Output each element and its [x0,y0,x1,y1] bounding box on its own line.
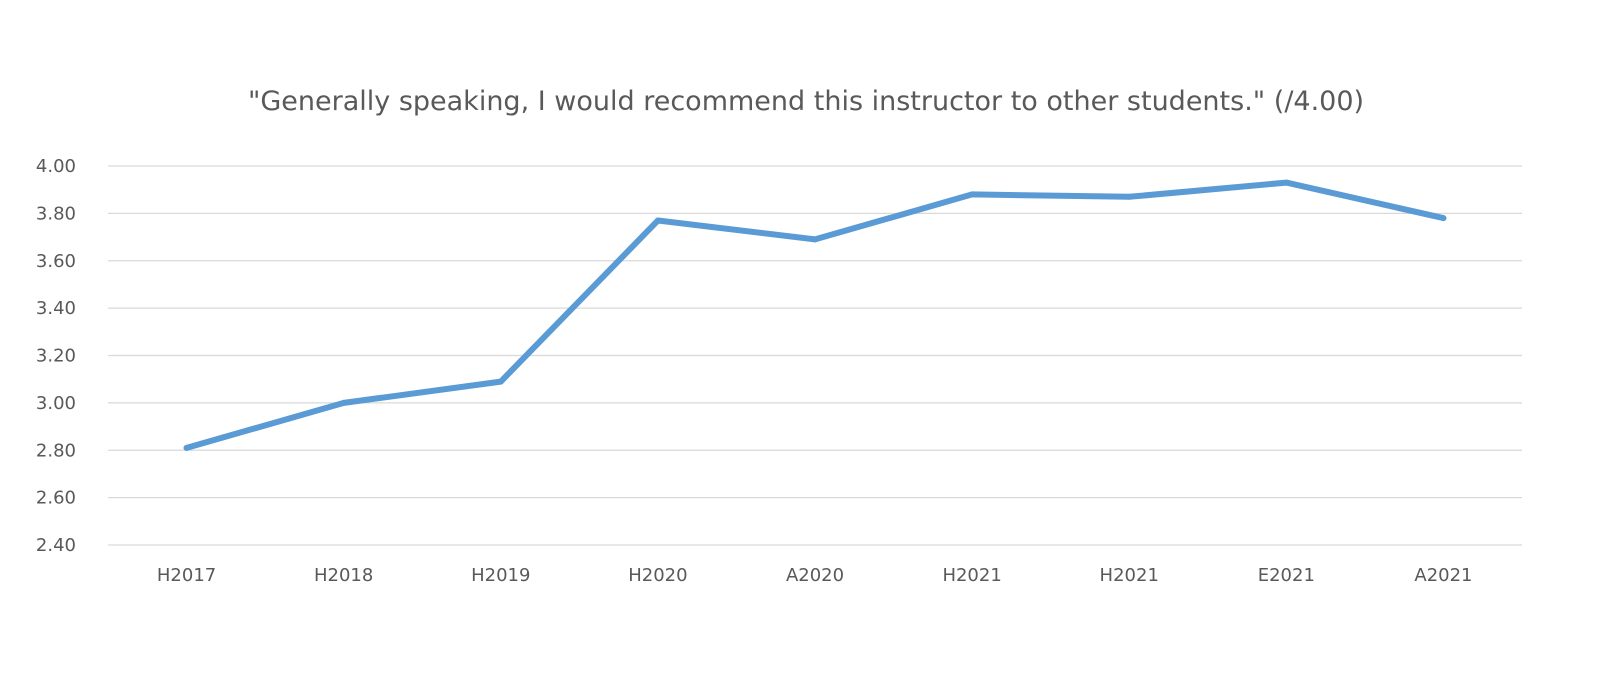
y-tick-label: 3.20 [36,346,76,367]
data-point [654,217,661,224]
y-axis-tick-labels: 2.40 2.60 2.80 3.00 3.20 3.40 3.60 3.80 4.00 [36,156,76,556]
data-point [497,378,504,385]
y-tick-label: 4.00 [36,156,76,177]
data-point [812,236,818,243]
y-tick-label: 3.00 [36,393,76,414]
x-tick-label: H2019 [471,565,530,586]
y-tick-label: 2.60 [36,488,76,509]
x-tick-label: H2020 [628,565,687,586]
y-tick-label: 2.80 [36,440,76,461]
chart-title: "Generally speaking, I would recommend t… [248,86,1364,117]
y-tick-label: 3.60 [36,251,76,272]
data-point [969,191,976,198]
series-lines [183,179,1447,451]
gridlines [108,165,1522,546]
x-axis-tick-labels: H2017 H2018 H2019 H2020 A2020 H2021 H2021 E2021… [157,565,1473,586]
x-tick-label: H2018 [314,565,373,586]
x-tick-label: H2017 [157,565,216,586]
series-line [183,179,1447,451]
x-tick-label: A2020 [786,565,844,586]
data-point [340,399,347,406]
y-tick-label: 3.40 [36,298,76,319]
y-tick-label: 2.40 [36,535,76,556]
data-point [1283,179,1290,186]
x-tick-label: E2021 [1258,565,1315,586]
data-point [183,444,190,451]
data-point [1126,193,1133,200]
data-point [1440,215,1447,222]
x-tick-label: H2021 [1100,565,1159,586]
x-tick-label: A2021 [1414,565,1472,586]
x-tick-label: H2021 [942,565,1001,586]
y-tick-label: 3.80 [36,203,76,224]
